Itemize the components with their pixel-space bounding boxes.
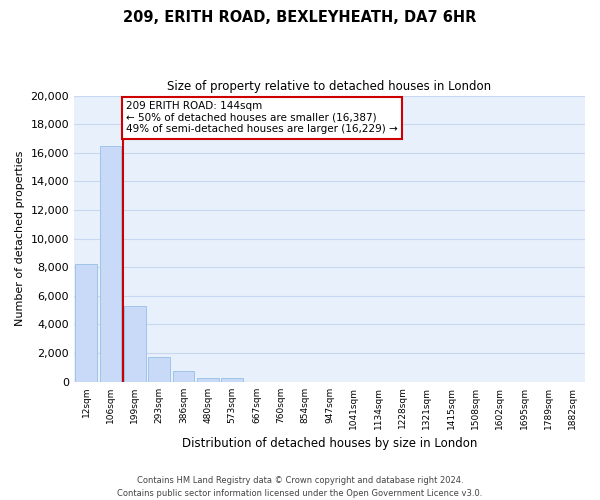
Bar [221, 378, 243, 382]
Bar [75, 264, 97, 382]
Title: Size of property relative to detached houses in London: Size of property relative to detached ho… [167, 80, 491, 93]
Text: Contains HM Land Registry data © Crown copyright and database right 2024.
Contai: Contains HM Land Registry data © Crown c… [118, 476, 482, 498]
Bar [148, 356, 170, 382]
Y-axis label: Number of detached properties: Number of detached properties [15, 151, 25, 326]
Bar [124, 306, 146, 382]
Bar [173, 371, 194, 382]
Bar [197, 378, 219, 382]
Text: 209 ERITH ROAD: 144sqm
← 50% of detached houses are smaller (16,387)
49% of semi: 209 ERITH ROAD: 144sqm ← 50% of detached… [127, 102, 398, 134]
Text: 209, ERITH ROAD, BEXLEYHEATH, DA7 6HR: 209, ERITH ROAD, BEXLEYHEATH, DA7 6HR [124, 10, 476, 25]
X-axis label: Distribution of detached houses by size in London: Distribution of detached houses by size … [182, 437, 477, 450]
Bar [100, 146, 121, 382]
